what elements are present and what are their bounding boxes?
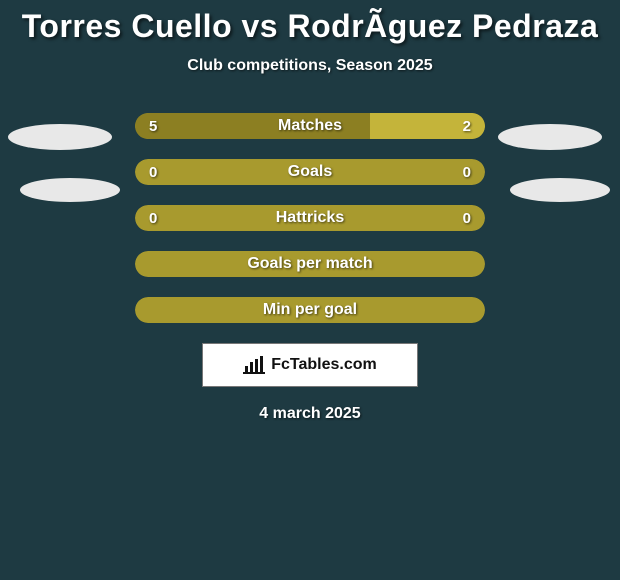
stat-row-label: Min per goal [135,297,485,323]
stat-row-value-right: 0 [463,205,471,231]
decorative-ellipse [8,124,112,150]
stat-row: Matches5 2 [135,113,485,139]
stat-row: Goals per match [135,251,485,277]
stat-row: Goals0 0 [135,159,485,185]
stat-row-label: Goals [135,159,485,185]
stat-row: Min per goal [135,297,485,323]
decorative-ellipse [20,178,120,202]
logo-box: FcTables.com [202,343,418,387]
date-text: 4 march 2025 [0,405,620,423]
stat-row-value-left: 5 [149,113,157,139]
decorative-ellipse [510,178,610,202]
stat-row-value-left: 0 [149,205,157,231]
stat-row-value-right: 0 [463,159,471,185]
page-title: Torres Cuello vs RodrÃ­guez Pedraza [0,0,620,45]
bar-chart-icon [243,356,265,374]
stat-row-label: Goals per match [135,251,485,277]
stat-row-label: Matches [135,113,485,139]
decorative-ellipse [498,124,602,150]
page-subtitle: Club competitions, Season 2025 [0,57,620,75]
stat-row-label: Hattricks [135,205,485,231]
stat-row-value-left: 0 [149,159,157,185]
stat-row: Hattricks0 0 [135,205,485,231]
logo-text: FcTables.com [271,356,377,374]
stat-row-value-right: 2 [463,113,471,139]
